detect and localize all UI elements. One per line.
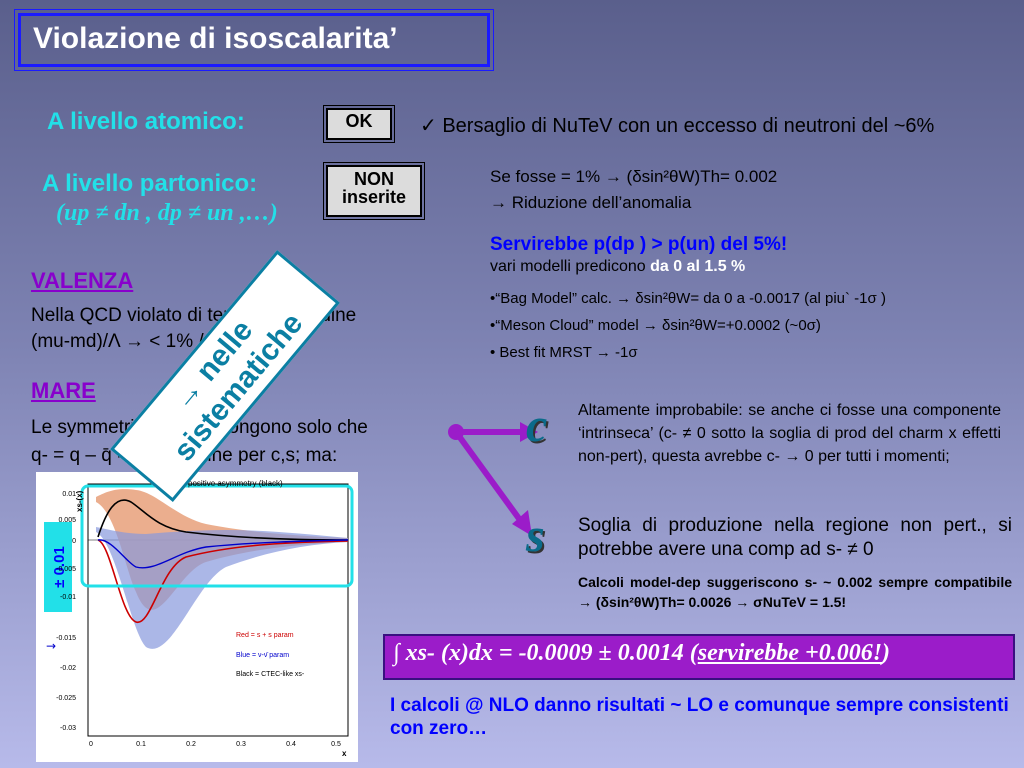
y-tick: -0.015 [56,635,76,642]
integral-link: servirebbe +0.006! [697,640,883,666]
plot-ylabel: xs-(x) [75,490,84,512]
strange-calc: Calcoli model-dep suggeriscono s- ~ 0.00… [578,574,1012,610]
valenza-heading: VALENZA [31,268,134,293]
arrow-head-c [520,422,538,442]
x-tick-labels: 0 0.1 0.2 0.3 0.4 0.5 [89,741,341,748]
badge-line1: NON [354,169,394,189]
bullet-bag-model: •“Bag Model” calc. → δsin²θW= da 0 a -0.… [490,290,886,307]
y-tick: -0.02 [60,665,76,672]
bullet-meson-cloud: •“Meson Cloud” model → δsin²θW=+0.0002 (… [490,317,821,334]
badge-line2: inserite [341,187,407,207]
partonic-label: A livello partonico: [42,170,258,197]
y-tick: -0.025 [56,695,76,702]
integral-formula: ∫ xs- (x)dx = -0.0009 ± 0.0014 (servireb… [393,640,890,667]
plot-legend: Red = s + s param Blue = ν-ν̄ param Blac… [236,632,305,678]
band-label-box [44,522,72,612]
y-tick: -0.03 [60,725,76,732]
bullet-best-fit: • Best fit MRST → -1σ [490,344,638,361]
charm-letter: c [526,399,548,452]
arrow-head-s [512,510,532,536]
servirebbe-title: Servirebbe p(dp ) > p(un) del 5%! [490,234,788,255]
servirebbe-text: vari modelli predicono [490,258,646,275]
y-tick: 0.005 [58,517,76,524]
blue-curve [97,539,349,569]
page-title: Violazione di isoscalarita’ [33,22,398,55]
y-tick: 0.01 [62,491,76,498]
strange-text: Soglia di produzione nella regione non p… [578,515,1012,560]
title-box: Violazione di isoscalarita’ [14,9,494,71]
nlo-text: I calcoli @ NLO danno risultati ~ LO e c… [390,695,1009,739]
blue-band [96,527,348,649]
non-inserite-badge: NON inserite [323,162,425,220]
legend-red: Red = s + s param [236,632,294,639]
arrow-to-s [453,430,523,522]
x-tick: 0.4 [286,741,296,748]
highlight-box [80,484,354,588]
servirebbe-line: vari modelli predicono da 0 al 1.5 % [490,258,745,276]
y-tick: 0 [72,538,76,545]
ok-badge: OK [323,105,395,143]
y-tick: -0.01 [60,594,76,601]
servirebbe-highlight: da 0 al 1.5 % [650,258,746,275]
x-tick: 0.1 [136,741,146,748]
charm-text: Altamente improbabile: se anche ci fosse… [578,402,1001,465]
strange-letter: s [526,509,545,562]
band-label: ± 0.01 [51,546,68,588]
legend-black: Black = CTEC-like xs- [236,671,305,678]
x-tick: 0.3 [236,741,246,748]
plot-frame [87,483,349,737]
black-curve [97,499,349,541]
x-tick: 0.5 [331,741,341,748]
check-icon: ✓ [420,115,437,137]
atomic-text: ✓ Bersaglio di NuTeV con un eccesso di n… [420,113,934,138]
asymmetry-plot-svg: ± 0.01 a simple positive asymmetry (blac… [44,479,354,758]
atomic-description: Bersaglio di NuTeV con un eccesso di neu… [442,115,935,137]
sefosse-line1: Se fosse = 1% → (δsin²θW)Th= 0.002 [490,167,778,186]
x-tick: 0 [89,741,93,748]
partonic-formula: (up ≠ dn , dp ≠ un ,…) [56,200,278,226]
atomic-label: A livello atomico: [47,108,245,135]
arrow-icon: → [46,639,56,653]
asymmetry-plot: ± 0.01 a simple positive asymmetry (blac… [36,472,358,762]
legend-blue: Blue = ν-ν̄ param [236,652,289,659]
integral-close: ) [882,640,891,666]
mare-heading: MARE [31,378,96,403]
plot-xlabel: x [342,749,347,758]
integral-box: ∫ xs- (x)dx = -0.0009 ± 0.0014 (servireb… [383,634,1015,680]
plot-title: a simple positive asymmetry (black) [156,479,283,488]
sefosse-line2: → Riduzione dell’anomalia [490,193,692,212]
x-tick: 0.2 [186,741,196,748]
y-tick: -0.005 [56,566,76,573]
integral-text: ∫ xs- (x)dx = -0.0009 ± 0.0014 ( [393,640,698,666]
y-tick-labels: 0.01 0.005 0 -0.005 -0.01 -0.015 -0.02 -… [56,491,76,732]
branch-arrows [448,422,538,536]
